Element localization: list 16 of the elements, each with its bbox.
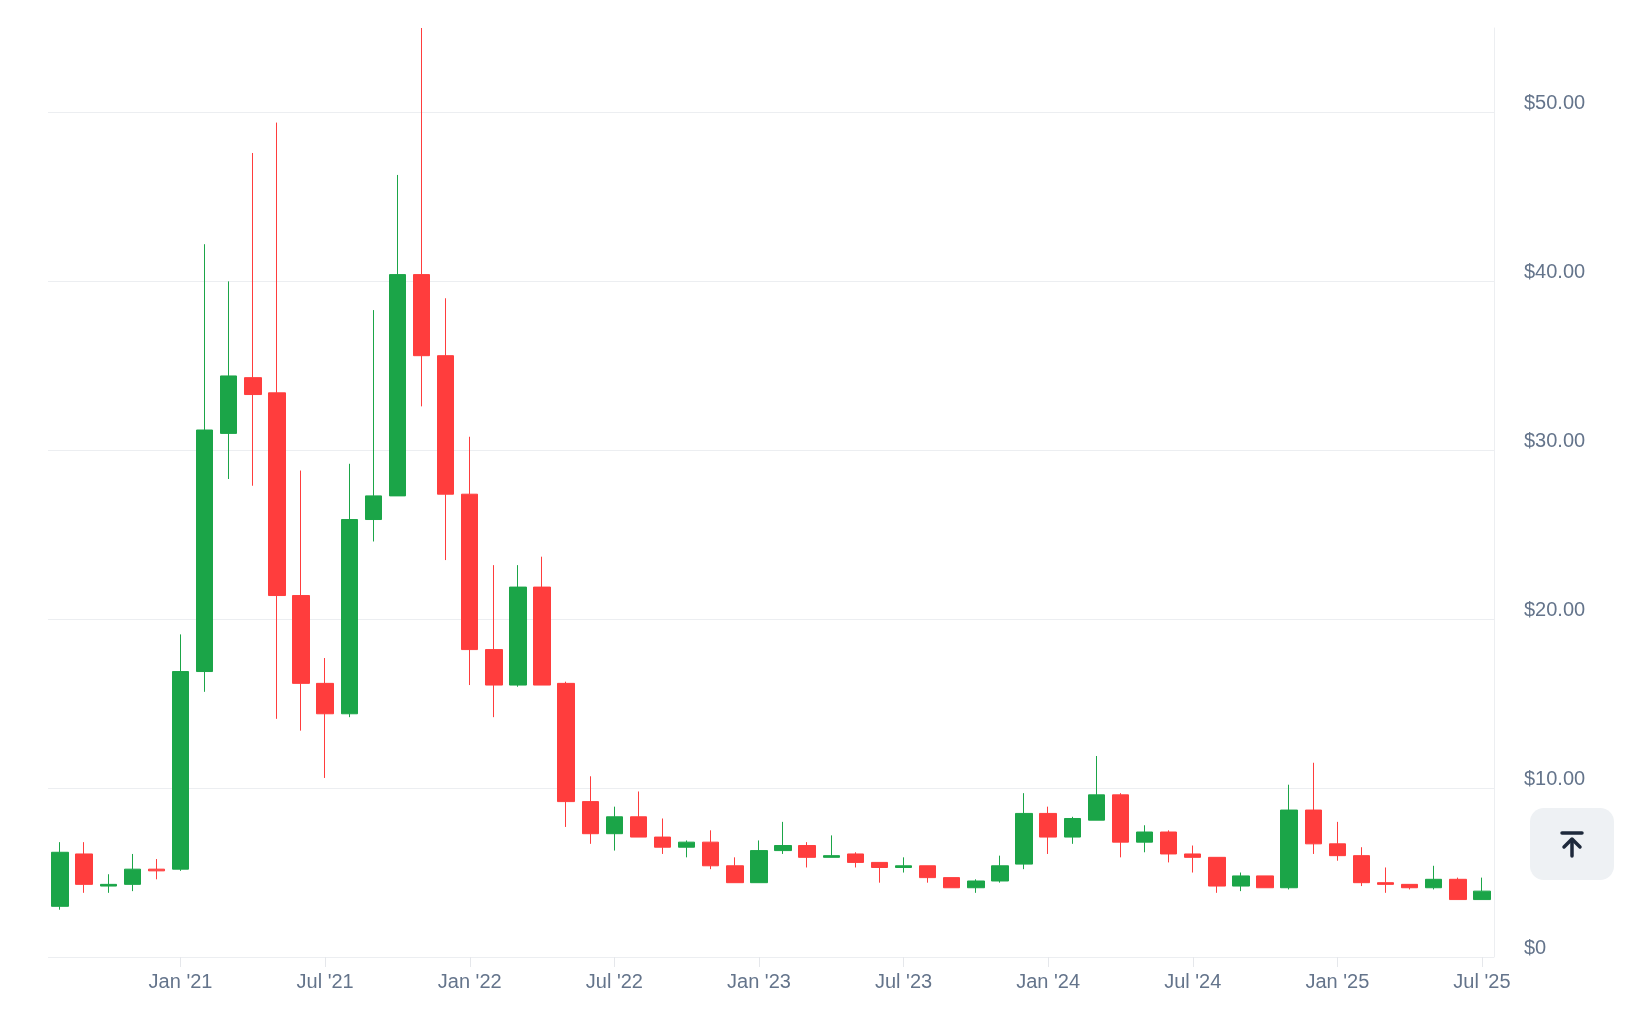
y-tick-label: $50.00 [1524, 91, 1586, 114]
y-tick-label: $40.00 [1524, 260, 1586, 283]
x-tick-label: Jan '21 [148, 970, 213, 992]
y-tick-label: $10.00 [1524, 767, 1586, 790]
y-tick-label: $20.00 [1524, 598, 1586, 621]
x-tick-label: Jul '21 [296, 970, 354, 992]
x-tick-label: Jan '25 [1305, 970, 1370, 992]
x-tick-label: Jul '24 [1164, 970, 1222, 992]
x-tick-label: Jul '22 [585, 970, 643, 992]
y-tick-label: $0 [1524, 936, 1547, 958]
x-tick-label: Jan '23 [727, 970, 791, 992]
x-tick-label: Jan '22 [437, 970, 502, 992]
x-tick-label: Jul '23 [874, 970, 933, 992]
x-tick-label: Jan '24 [1016, 970, 1081, 992]
y-tick-label: $30.00 [1524, 429, 1586, 452]
x-tick-label: Jul '25 [1453, 970, 1511, 992]
